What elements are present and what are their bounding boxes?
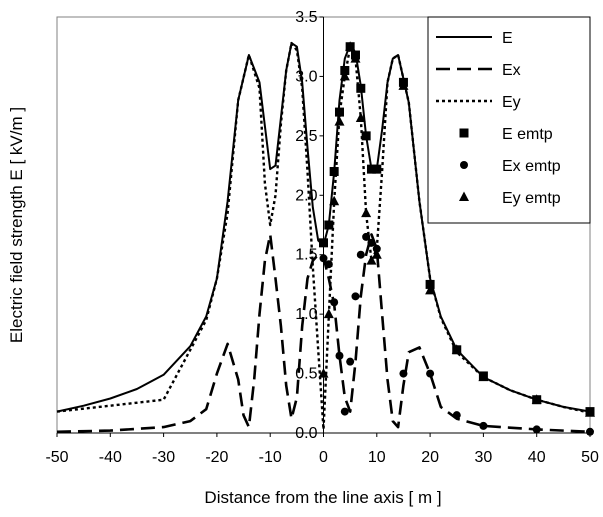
series-ex-emtp-point bbox=[367, 238, 376, 247]
x-tick-label: -50 bbox=[45, 449, 68, 466]
series-e-emtp-point bbox=[334, 107, 344, 117]
x-tick-label: 50 bbox=[581, 449, 599, 466]
y-tick-label: 3.0 bbox=[295, 68, 317, 85]
series-ey-emtp-point bbox=[355, 112, 366, 123]
series-ex-emtp-point bbox=[356, 250, 365, 259]
series-ex-emtp-point bbox=[330, 298, 339, 307]
legend-item-ex-emtp-swatch bbox=[460, 161, 468, 169]
series-ex-emtp-point bbox=[532, 425, 541, 434]
series-ey-emtp-point bbox=[371, 249, 382, 259]
legend-box bbox=[427, 16, 591, 224]
y-tick-label: 2.0 bbox=[295, 187, 317, 204]
series-e-emtp-point bbox=[425, 279, 435, 289]
legend-item-ey-label: Ey bbox=[502, 94, 521, 111]
series-ex-emtp-point bbox=[362, 232, 371, 241]
series-ex-emtp-point bbox=[372, 244, 381, 253]
series-e-emtp-point bbox=[324, 220, 334, 230]
series-ex-emtp-point bbox=[452, 411, 461, 420]
series-e-emtp-point bbox=[340, 65, 350, 75]
x-tick-label: 20 bbox=[421, 449, 439, 466]
series-ey-emtp-point bbox=[451, 344, 462, 354]
series-ex-emtp-point bbox=[351, 292, 360, 301]
legend-item-ey-emtp-swatch bbox=[459, 191, 469, 201]
legend: E Ex Ey E emtp Ex emtp Ey emtp bbox=[427, 16, 591, 224]
series-ey-emtp-point bbox=[425, 284, 436, 295]
series-e-emtp-point bbox=[366, 164, 376, 174]
series-ex-emtp-point bbox=[479, 421, 488, 430]
series-ey-emtp-point bbox=[329, 195, 340, 206]
x-tick-label: -40 bbox=[99, 449, 122, 466]
series-e-emtp-point bbox=[361, 131, 371, 141]
x-ticks: -50 -40 -30 -20 -10 0 10 20 30 40 50 bbox=[45, 433, 599, 466]
series-ey-emtp-point bbox=[323, 308, 334, 319]
series-ey-emtp-point bbox=[585, 407, 595, 417]
x-tick-label: -20 bbox=[205, 449, 228, 466]
y-tick-label: 1.0 bbox=[295, 306, 317, 323]
x-tick-label: 40 bbox=[528, 449, 546, 466]
legend-item-e-label: E bbox=[502, 30, 513, 47]
x-tick-label: 0 bbox=[319, 449, 328, 466]
series-ey-emtp-point bbox=[398, 80, 409, 90]
x-tick-label: 30 bbox=[475, 449, 493, 466]
series-e-emtp-point bbox=[356, 83, 366, 93]
series-e-emtp-point bbox=[319, 238, 328, 248]
x-tick-label: -10 bbox=[259, 449, 282, 466]
y-tick-label: 1.5 bbox=[295, 247, 317, 264]
series-ex-emtp-point bbox=[335, 351, 344, 360]
legend-item-e-emtp-label: E emtp bbox=[502, 126, 553, 143]
y-tick-label: 0.5 bbox=[295, 366, 317, 383]
series-ey-line bbox=[56, 41, 591, 431]
legend-item-ex-label: Ex bbox=[502, 62, 521, 79]
series-ex-emtp-point bbox=[399, 369, 408, 378]
x-tick-label: 10 bbox=[368, 449, 386, 466]
series-ey-emtp-point bbox=[478, 371, 489, 382]
series-ey-emtp-point bbox=[318, 368, 329, 378]
y-tick-label: 3.5 bbox=[295, 9, 317, 26]
series-e-emtp-point bbox=[372, 164, 382, 174]
series-ex-emtp-point bbox=[319, 254, 328, 263]
legend-item-ey-emtp-label: Ey emtp bbox=[502, 190, 561, 207]
series-e-emtp-point bbox=[329, 167, 339, 177]
series-ex-emtp-point bbox=[586, 427, 594, 436]
series-ey-emtp-point bbox=[366, 255, 377, 265]
x-tick-label: -30 bbox=[152, 449, 175, 466]
series-ey-emtp-point bbox=[350, 53, 361, 63]
series-markers bbox=[318, 41, 595, 436]
series-ey-emtp-point bbox=[334, 116, 345, 126]
y-axis-title: Electric field strength E [ kV/m ] bbox=[7, 107, 26, 343]
series-ey-emtp-point bbox=[531, 394, 542, 404]
x-axis-title: Distance from the line axis [ m ] bbox=[204, 488, 441, 507]
series-ex-emtp-point bbox=[426, 369, 435, 378]
y-tick-label: 0.0 bbox=[295, 425, 317, 442]
series-ey-emtp-point bbox=[345, 41, 356, 51]
series-ex-emtp-point bbox=[340, 407, 349, 416]
series-ex-emtp-point bbox=[324, 260, 333, 269]
series-ey-emtp-point bbox=[339, 70, 350, 81]
legend-item-ex-emtp-label: Ex emtp bbox=[502, 158, 561, 175]
legend-item-e-emtp-swatch bbox=[459, 128, 469, 138]
series-ex-emtp-point bbox=[346, 357, 355, 366]
series-ey-emtp-point bbox=[361, 207, 372, 218]
